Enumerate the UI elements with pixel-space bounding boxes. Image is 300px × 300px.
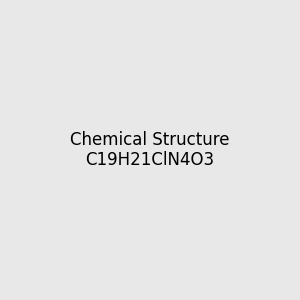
Text: Chemical Structure
C19H21ClN4O3: Chemical Structure C19H21ClN4O3	[70, 130, 230, 170]
